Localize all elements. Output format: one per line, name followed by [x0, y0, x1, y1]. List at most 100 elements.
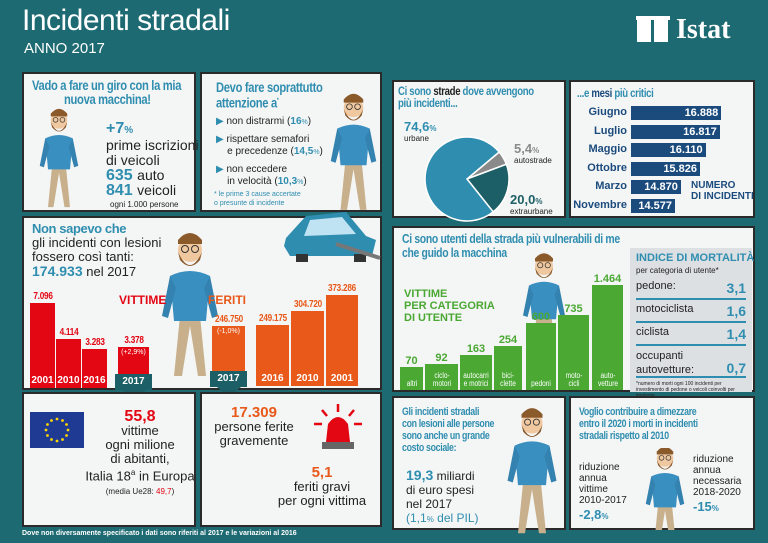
month-label: Novembre — [573, 198, 627, 211]
month-label: Giugno — [588, 106, 628, 118]
man-illustration — [24, 104, 94, 214]
category-line: auto- — [600, 371, 615, 380]
months-title: ...e mesi più critici — [577, 86, 654, 100]
bar-category-label: auto-vetture — [597, 372, 617, 388]
user-category-bar: autocarri e motrici — [460, 354, 492, 390]
eu-star — [55, 439, 59, 443]
car-panel-title: Vado a fare un giro con la mia nuova macc… — [32, 77, 182, 107]
month-bar: 16.817 — [631, 124, 720, 139]
registrations-stat: +7% prime iscrizioni di veicoli — [106, 120, 199, 168]
reduction-needed: riduzione annua necessaria 2018-2020 -15% — [693, 454, 742, 514]
eu-star — [50, 438, 53, 441]
injury-panel: Non sapevo che gli incidenti con lesioni f… — [22, 212, 382, 400]
month-bar: 15.826 — [631, 161, 700, 176]
europe-stat: 55,8 vittime ogni milione di abitanti, Ita… — [85, 408, 195, 497]
mortality-title: INDICE DI MORTALITÀ — [636, 252, 755, 264]
feriti-bar: 249.175 2016 — [256, 313, 289, 386]
bar-year-label: 2016 — [83, 374, 106, 386]
user-category-bar: pedoni — [526, 322, 556, 390]
mortality-row: motociclista 1,6 — [636, 303, 746, 323]
roads-panel: Ci sono strade dove avvengono più inciden… — [392, 80, 566, 222]
eu-star — [46, 423, 49, 426]
bar-value-label: 249.175 — [258, 312, 287, 324]
months-legend: NUMERO DI INCIDENTI — [691, 180, 754, 202]
reduction-actual: riduzione annua vittime 2010-2017 -2,8% — [579, 462, 627, 522]
bar-change-label: (+2,9%) — [121, 349, 146, 357]
bar-value-label: 7.096 — [32, 290, 53, 302]
bar-year-label: 2010 — [296, 372, 319, 384]
vittime-label: VITTIME — [119, 293, 167, 307]
man-meditating-illustration — [635, 448, 695, 530]
eu-star — [65, 423, 68, 426]
category-line: moto- — [565, 371, 582, 380]
bar-value-label: 373.286 — [328, 282, 356, 294]
istat-logo-text: Istat — [676, 14, 731, 45]
mortality-index-box: INDICE DI MORTALITÀ per categoria di ute… — [630, 248, 755, 399]
page-subtitle: ANNO 2017 — [24, 40, 105, 57]
bar-value-label: 246.750 — [214, 313, 243, 325]
month-bar: 14.577 — [631, 198, 675, 213]
vittime-bar: 7.096 2001 — [30, 291, 55, 388]
attention-title: Devo fare soprattutto attenzione a* — [216, 79, 323, 111]
category-line: ciclo- — [433, 371, 450, 380]
cause-item: ▶ rispettare semafori e precedenze (14,5… — [216, 134, 323, 157]
pie-slice-urbane — [424, 136, 501, 222]
istat-logo: Istat — [636, 14, 730, 46]
siren-icon — [314, 404, 362, 449]
pie-slice-extraurbane — [465, 163, 510, 213]
bar-category-label: pedoni — [531, 380, 551, 388]
vehicles-per: ogni 1.000 persone — [110, 200, 179, 209]
mortality-row: occupanti autovetture: 0,7 — [636, 350, 746, 378]
month-bar: 14.870 — [631, 180, 681, 194]
eu-star — [55, 417, 59, 421]
user-category-bar: ciclo-motori — [425, 363, 458, 390]
bar-change-label: (-1,0%) — [217, 327, 240, 335]
page-title: Incidenti stradali — [22, 4, 230, 37]
eu-star — [61, 438, 64, 441]
category-line: e motrici — [463, 379, 489, 388]
category-line: cicli — [568, 379, 579, 388]
bar-category-label: altri — [406, 380, 417, 388]
mortality-subtitle: per categoria di utente* — [636, 266, 719, 275]
feriti-bar: 373.286 2001 — [326, 283, 358, 386]
bar-value-label: 254 — [498, 334, 518, 347]
urbane-label: 74,6% urbane — [404, 119, 437, 143]
users-title: Ci sono utenti della strada più vulnerab… — [402, 231, 620, 260]
mortality-row: ciclista 1,4 — [636, 326, 746, 346]
user-category-bar: bici-clette — [494, 346, 522, 390]
crashed-car-icon — [284, 212, 381, 262]
cost-stat: 19,3 miliardi di euro spesi nel 2017 (1,1% … — [406, 467, 479, 525]
bar-category-label: autocarri e motrici — [463, 372, 489, 388]
category-line: bici- — [501, 371, 515, 380]
user-category-bar: auto-vetture — [592, 284, 623, 390]
causes-list: ▶ non distrarmi (16%) ▶ rispettare semaf… — [216, 116, 323, 189]
man-arms-crossed-illustration — [502, 402, 562, 542]
bar-value-label: 304.720 — [293, 299, 322, 311]
month-label: Ottobre — [587, 161, 627, 174]
feriti-label: FERITI — [208, 293, 246, 307]
eu-star — [46, 434, 49, 437]
month-label: Marzo — [595, 180, 627, 192]
vittime-bar: 4.114 2010 — [56, 327, 81, 388]
month-bar: 16.110 — [631, 143, 706, 157]
mortality-row: pedone: 3,1 — [636, 280, 746, 300]
year-2017-marker: 2017 — [210, 371, 247, 397]
vittime-bar: 3.283 2016 — [82, 337, 107, 388]
eu-star — [50, 419, 53, 422]
serious-stat: 17.309 persone ferite gravemente — [214, 404, 294, 448]
users-chart-label: VITTIME PER CATEGORIA DI UTENTE — [404, 288, 495, 324]
attention-panel: Devo fare soprattutto attenzione a* ▶ non… — [200, 72, 382, 212]
user-category-bar: moto-cicli — [558, 315, 589, 390]
month-label: Luglio — [594, 124, 627, 137]
month-bar: 16.888 — [631, 106, 722, 120]
eu-star — [44, 428, 48, 432]
eu-star — [66, 428, 70, 432]
category-line: autocarri — [463, 371, 489, 380]
bar-year-label: 2010 — [57, 374, 80, 386]
bar-value-label: 163 — [466, 342, 486, 355]
autostrade-label: 5,4% autostrade — [514, 141, 552, 165]
category-line: motori — [432, 379, 451, 388]
category-line: clette — [500, 379, 516, 388]
eu-star — [65, 434, 68, 437]
man-pointing-illustration — [326, 88, 381, 218]
